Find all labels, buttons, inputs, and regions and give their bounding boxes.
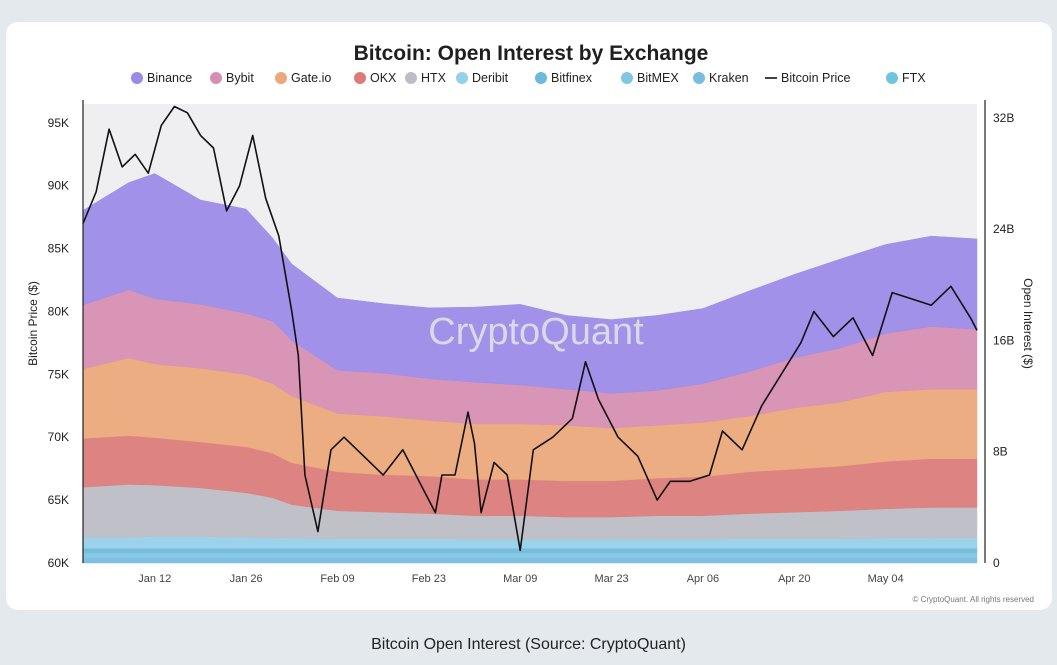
legend-label-ftx: FTX: [902, 71, 926, 85]
area-bitfinex: [82, 548, 978, 553]
legend-swatch-deribit: [456, 72, 468, 84]
y-right-tick-label: 16B: [993, 333, 1014, 347]
y-left-tick-label: 95K: [48, 116, 69, 130]
bitcoin-price-line: [82, 105, 978, 552]
legend-label-bybit: Bybit: [226, 71, 254, 85]
legend-label-bitfinex: Bitfinex: [551, 71, 593, 85]
legend-swatch-ftx: [886, 72, 898, 84]
y-right-tick-label: 0: [993, 556, 1000, 570]
y-right-tick-label: 32B: [993, 111, 1014, 125]
x-tick-label: Feb 23: [412, 573, 446, 585]
x-tick-label: May 04: [868, 573, 904, 585]
x-tick-label: Jan 26: [230, 573, 263, 585]
axes: 60K 65K 70K 75K 80K 85K 90K 95K 0 8B 16B 24B 32B Jan …: [48, 100, 1014, 585]
chart-title: Bitcoin: Open Interest by Exchange: [354, 42, 709, 65]
legend-label-deribit: Deribit: [472, 71, 509, 85]
x-tick-label: Mar 23: [594, 573, 628, 585]
legend-label-htx: HTX: [421, 71, 447, 85]
y-left-tick-label: 80K: [48, 304, 69, 318]
legend-label-binance: Binance: [147, 71, 192, 85]
legend-swatch-okx: [354, 72, 366, 84]
watermark: CryptoQuant: [428, 311, 644, 353]
y-axis-left-label: Bitcoin Price ($): [26, 281, 40, 366]
y-axis-right-label: Open Interest ($): [1021, 278, 1035, 369]
legend-swatch-binance: [131, 72, 143, 84]
legend-swatch-htx: [405, 72, 417, 84]
copyright-note: © CryptoQuant. All rights reserved: [913, 595, 1035, 604]
chart: Bitcoin: Open Interest by Exchange Binan…: [26, 42, 1035, 604]
y-right-tick-label: 24B: [993, 222, 1014, 236]
legend-label-kraken: Kraken: [709, 71, 749, 85]
legend-swatch-bitfinex: [535, 72, 547, 84]
x-tick-label: Apr 20: [778, 573, 810, 585]
legend-swatch-bybit: [210, 72, 222, 84]
chart-card: Bitcoin: Open Interest by Exchange Binan…: [6, 22, 1052, 610]
area-bitmex: [82, 552, 978, 559]
y-left-tick-label: 90K: [48, 179, 69, 193]
legend-swatch-gate-io: [275, 72, 287, 84]
stacked-areas: [82, 173, 978, 564]
price-line-group: [82, 105, 978, 552]
legend-label-bitcoin-price: Bitcoin Price: [781, 71, 851, 85]
legend-label-bitmex: BitMEX: [637, 71, 679, 85]
x-tick-label: Feb 09: [320, 573, 354, 585]
legend-label-gate-io: Gate.io: [291, 71, 331, 85]
y-left-tick-label: 65K: [48, 493, 69, 507]
y-left-tick-label: 85K: [48, 242, 69, 256]
legend-swatch-bitmex: [621, 72, 633, 84]
area-kraken: [82, 557, 978, 563]
legend: Binance Bybit Gate.io OKX HTX Deribit Bitfinex…: [131, 71, 926, 85]
x-tick-label: Jan 12: [138, 573, 171, 585]
x-tick-label: Apr 06: [687, 573, 719, 585]
legend-label-okx: OKX: [370, 71, 397, 85]
figure-caption: Bitcoin Open Interest (Source: CryptoQua…: [371, 636, 686, 653]
legend-swatch-kraken: [693, 72, 705, 84]
y-left-tick-label: 60K: [48, 556, 69, 570]
y-right-tick-label: 8B: [993, 445, 1008, 459]
y-left-tick-label: 75K: [48, 367, 69, 381]
y-left-tick-label: 70K: [48, 430, 69, 444]
x-tick-label: Mar 09: [503, 573, 537, 585]
